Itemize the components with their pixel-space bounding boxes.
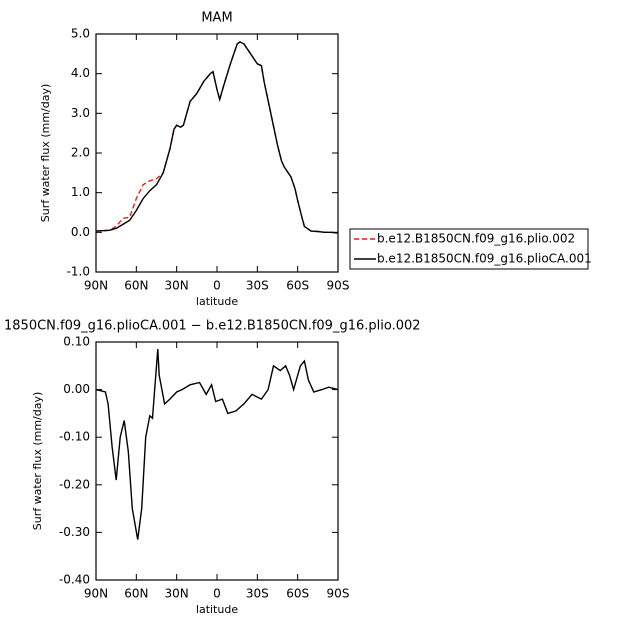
data-line [95,41,339,234]
x-tick-label: 90S [327,279,350,293]
y-tick-label: -0.30 [59,525,90,539]
x-tick-label: 0 [213,587,221,601]
y-axis-label: Surf water flux (mm/day) [39,84,52,223]
legend-label: b.e12.B1850CN.f09_g16.plioCA.001 [377,252,592,266]
x-tick-label: 0 [213,279,221,293]
chart-title: MAM [201,11,232,26]
y-tick-label: -0.40 [59,573,90,587]
x-tick-label: 90N [84,279,108,293]
legend-label: b.e12.B1850CN.f09_g16.plio.002 [377,232,575,246]
data-line [95,41,339,234]
x-tick-label: 90S [327,587,350,601]
y-tick-label: -0.10 [59,430,90,444]
y-tick-label: 0.00 [63,382,90,396]
plot-frame [95,33,339,273]
x-tick-label: 90N [84,587,108,601]
x-tick-label: 30S [246,279,269,293]
y-tick-label: -0.20 [59,477,90,491]
chart-title: 1850CN.f09_g16.plioCA.001 − b.e12.B1850C… [4,319,421,334]
x-tick-label: 60N [124,587,148,601]
x-tick-label: 30N [165,279,189,293]
legend-box [349,228,589,270]
x-axis-label: latitude [196,603,238,616]
y-tick-label: 1.0 [71,185,90,199]
x-tick-label: 30N [165,587,189,601]
y-axis-label: Surf water flux (mm/day) [31,392,44,531]
y-tick-label: 0.10 [63,335,90,349]
y-tick-label: 4.0 [71,66,90,80]
x-tick-label: 60S [286,587,309,601]
plot-frame [95,341,339,581]
y-tick-label: 5.0 [71,27,90,41]
x-tick-label: 60N [124,279,148,293]
y-tick-label: -1.0 [67,265,90,279]
y-tick-label: 3.0 [71,106,90,120]
y-tick-label: 0.0 [71,225,90,239]
x-tick-label: 60S [286,279,309,293]
x-axis-label: latitude [196,295,238,308]
data-line [95,349,339,540]
x-tick-label: 30S [246,587,269,601]
y-tick-label: 2.0 [71,146,90,160]
